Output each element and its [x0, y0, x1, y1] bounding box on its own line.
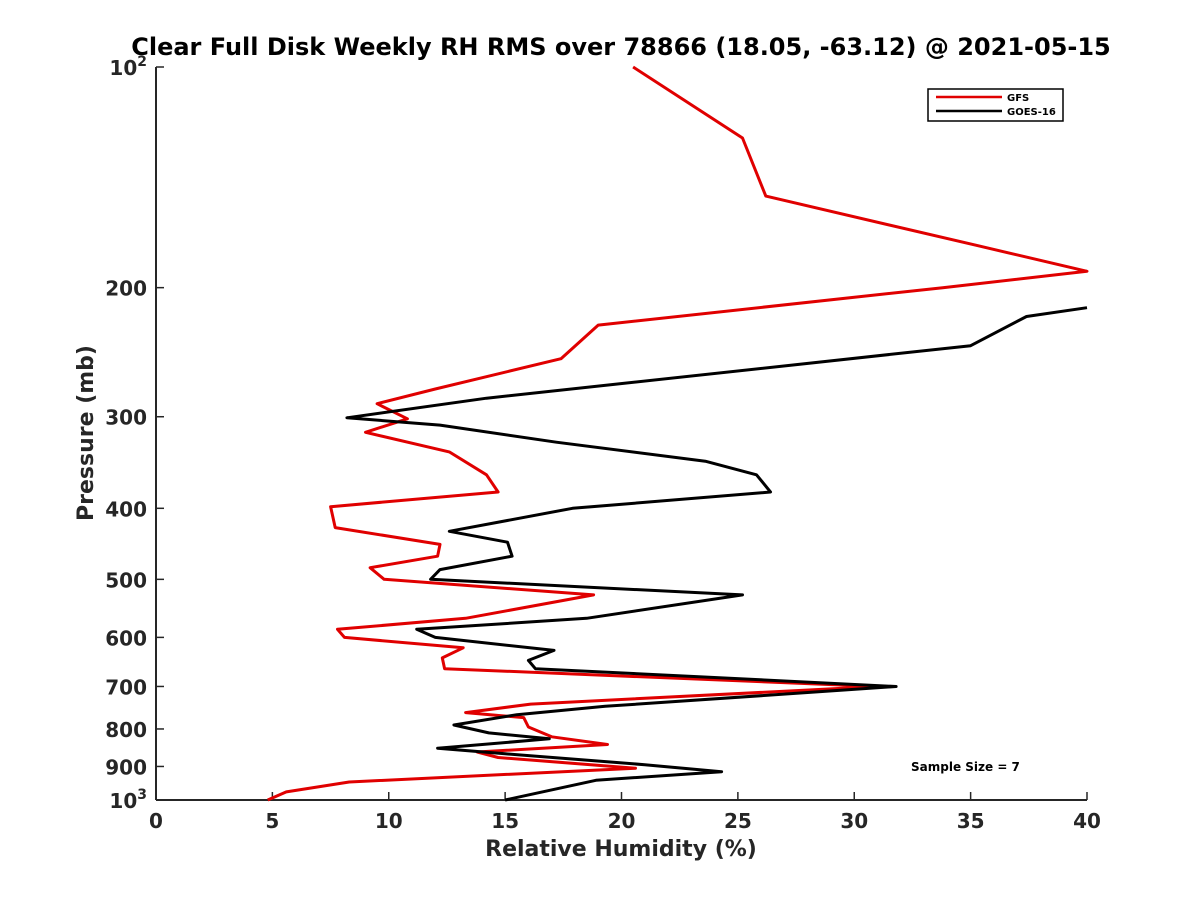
y-tick-label: 400: [105, 497, 147, 521]
x-tick-label: 35: [957, 809, 985, 833]
x-tick-label: 10: [375, 809, 403, 833]
y-tick-label: 200: [105, 277, 147, 301]
x-tick-label: 0: [149, 809, 163, 833]
y-tick-label: 800: [105, 718, 147, 742]
chart-title: Clear Full Disk Weekly RH RMS over 78866…: [131, 33, 1111, 61]
series-layer: [267, 65, 1089, 802]
y-tick-label: 900: [105, 755, 147, 779]
x-axis-label: Relative Humidity (%): [485, 837, 757, 862]
y-tick-label: 700: [105, 675, 147, 699]
y-tick-exponent: 3: [137, 787, 147, 803]
y-tick-label: 500: [105, 568, 147, 592]
series-line-goes16: [345, 306, 1088, 802]
x-tick-label: 15: [491, 809, 519, 833]
x-tick-label: 30: [840, 809, 868, 833]
sample-size-annotation: Sample Size = 7: [911, 760, 1020, 774]
x-tick-label: 40: [1073, 809, 1101, 833]
x-tick-label: 5: [265, 809, 279, 833]
legend-label-gfs: GFS: [1007, 93, 1029, 104]
y-axis-label: Pressure (mb): [74, 345, 99, 521]
series-line-gfs: [267, 65, 1089, 802]
y-tick-label: 600: [105, 626, 147, 650]
y-tick-label: 103: [109, 787, 147, 813]
x-tick-label: 20: [608, 809, 636, 833]
legend-box: [927, 88, 1064, 122]
y-tick-label: 102: [109, 54, 147, 80]
legend-label-goes16: GOES-16: [1007, 107, 1056, 118]
y-ticks: 102 200 300 400 500 600 700 800 900 103: [105, 54, 164, 813]
y-tick-exponent: 2: [137, 54, 147, 70]
legend: GFS GOES-16: [927, 88, 1064, 122]
x-tick-label: 25: [724, 809, 752, 833]
x-ticks: 0 5 10 15 20 25 30 35 40: [149, 792, 1101, 833]
y-tick-label: 300: [105, 406, 147, 430]
